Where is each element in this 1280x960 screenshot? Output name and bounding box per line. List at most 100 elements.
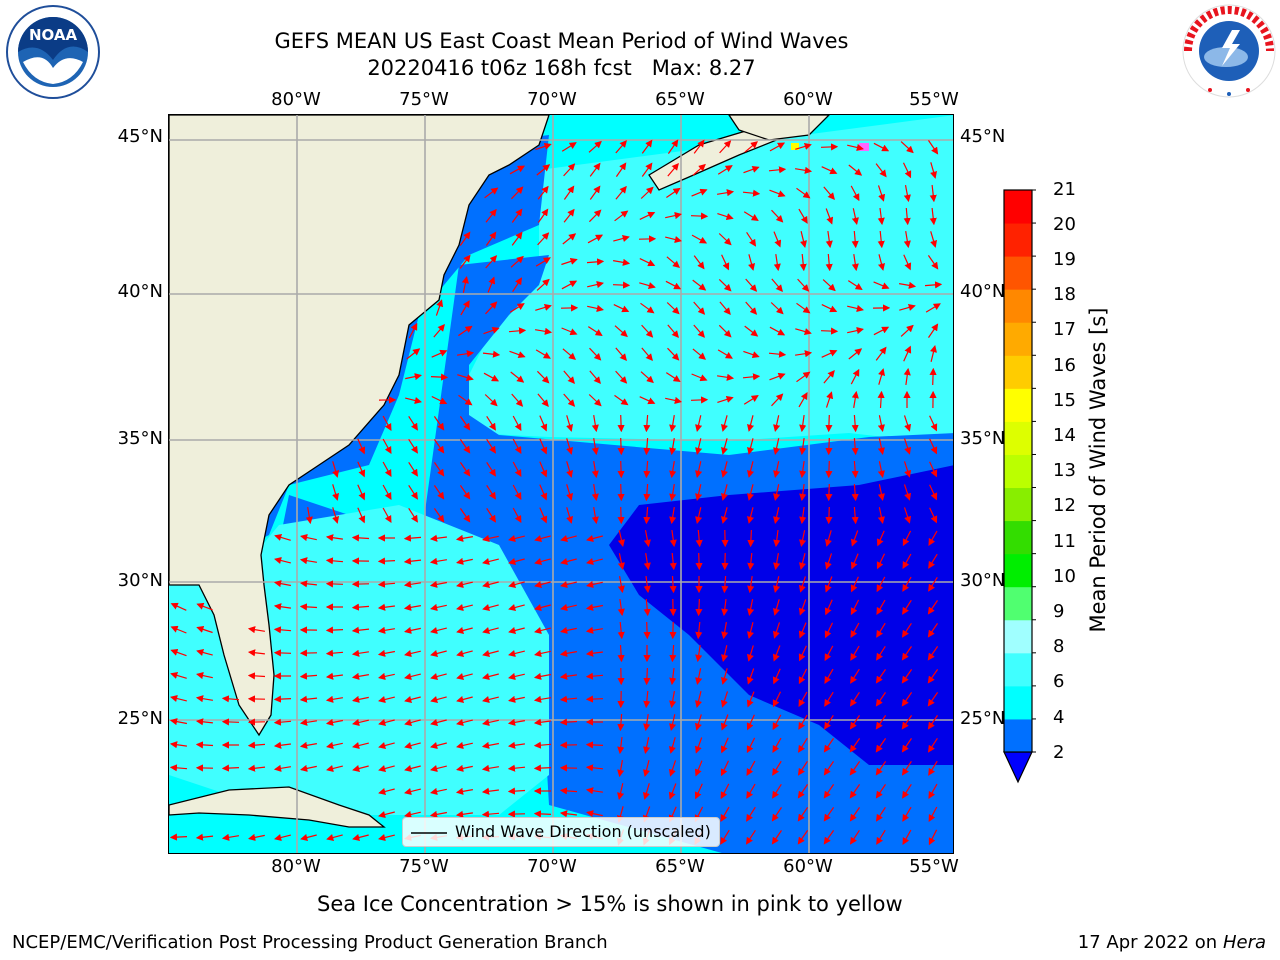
wind-arrow xyxy=(903,484,912,501)
wind-arrow xyxy=(694,714,702,731)
wind-arrow xyxy=(351,534,370,542)
wind-arrow xyxy=(456,764,473,772)
wind-arrow xyxy=(797,807,809,822)
wind-arrow xyxy=(300,834,317,841)
wind-arrow xyxy=(847,280,863,291)
wind-arrow xyxy=(669,530,677,548)
wind-arrow xyxy=(747,552,755,571)
wind-arrow xyxy=(486,507,496,523)
wind-arrow xyxy=(773,507,781,524)
lon-label-top-65w: 65°W xyxy=(655,89,705,110)
wind-arrow xyxy=(743,350,760,359)
wind-arrow xyxy=(559,649,578,657)
wind-arrow xyxy=(482,350,501,358)
wind-arrow xyxy=(743,395,759,405)
wind-arrow xyxy=(382,438,392,455)
lat-label-left-40n: 40°N xyxy=(117,281,163,302)
colorbar-segment xyxy=(1004,355,1032,389)
wind-arrow xyxy=(508,672,525,680)
wind-arrow xyxy=(382,507,392,524)
wind-arrow xyxy=(300,534,317,542)
wind-arrow xyxy=(430,764,447,772)
wind-arrow xyxy=(535,142,552,151)
wind-arrow xyxy=(378,695,395,703)
wind-arrow xyxy=(563,393,576,407)
wind-arrow xyxy=(431,395,448,405)
lat-label-right-40n: 40°N xyxy=(960,281,1006,302)
wind-arrow xyxy=(849,738,861,753)
wind-arrow xyxy=(536,164,551,176)
wind-arrow xyxy=(901,738,912,753)
wind-arrow xyxy=(823,186,835,201)
wind-arrow xyxy=(486,415,496,431)
wind-arrow xyxy=(484,394,498,407)
wind-arrow xyxy=(693,301,706,315)
wind-arrow xyxy=(928,783,938,799)
wind-arrow xyxy=(718,324,732,338)
wind-arrow xyxy=(559,810,577,818)
wind-arrow xyxy=(927,669,939,684)
wind-arrow xyxy=(403,580,421,588)
wind-arrow xyxy=(796,371,811,383)
wind-arrow xyxy=(719,301,731,316)
wind-arrow xyxy=(927,692,939,707)
wind-arrow xyxy=(772,714,782,731)
wind-arrow xyxy=(325,718,344,726)
wind-arrow xyxy=(667,162,679,177)
wind-arrow xyxy=(430,373,449,381)
wind-arrow xyxy=(562,348,577,360)
wind-arrow xyxy=(510,186,524,200)
wind-arrow xyxy=(507,787,526,795)
wind-arrow xyxy=(615,140,627,154)
wind-arrow xyxy=(533,764,552,772)
colorbar-segment xyxy=(1004,190,1032,224)
wind-arrow xyxy=(772,645,781,662)
wind-arrow xyxy=(903,438,912,455)
wind-arrow xyxy=(745,278,758,292)
wind-arrow xyxy=(588,140,602,153)
wind-arrow xyxy=(566,438,574,455)
wind-arrow xyxy=(221,718,240,726)
wind-arrow xyxy=(718,233,732,246)
wind-arrow xyxy=(273,741,291,749)
wind-arrow xyxy=(849,807,860,822)
lon-label-bottom-75w: 75°W xyxy=(399,856,449,877)
wind-arrow xyxy=(823,738,834,753)
wind-arrow xyxy=(560,558,577,565)
wind-arrow xyxy=(325,557,344,565)
wind-arrow xyxy=(693,255,705,270)
colorbar-segment xyxy=(1004,718,1032,753)
wind-arrow xyxy=(561,142,577,152)
colorbar-extend-triangle xyxy=(1003,751,1033,784)
wind-arrow xyxy=(617,483,625,502)
wind-arrow xyxy=(615,185,627,200)
colorbar-segment xyxy=(1004,586,1032,621)
wind-arrow xyxy=(591,484,599,502)
wind-arrow xyxy=(404,719,421,726)
wind-arrow xyxy=(326,834,343,841)
wind-arrow xyxy=(695,621,703,640)
wind-arrow xyxy=(195,718,213,726)
wind-arrow xyxy=(772,760,782,776)
wind-arrow xyxy=(799,438,807,456)
wind-arrow xyxy=(901,646,912,661)
land-newfoundland xyxy=(728,115,830,141)
wind-arrow xyxy=(824,622,834,639)
wind-arrow xyxy=(429,557,447,565)
colorbar-tick-8: 8 xyxy=(1053,636,1065,657)
wind-arrow xyxy=(591,461,599,479)
wind-arrow xyxy=(768,166,787,174)
wind-arrow xyxy=(720,691,729,708)
wind-arrow xyxy=(512,507,522,524)
colorbar-segment xyxy=(1004,289,1032,323)
wind-arrow xyxy=(902,829,912,846)
wind-arrow xyxy=(744,141,759,153)
wind-arrow xyxy=(798,576,806,593)
wind-arrow xyxy=(482,534,499,542)
lat-label-right-25n: 25°N xyxy=(960,708,1006,729)
wind-arrow xyxy=(693,139,705,154)
wind-arrow xyxy=(773,415,781,432)
wind-arrow xyxy=(617,783,625,800)
wind-arrow xyxy=(405,396,422,404)
wind-arrow xyxy=(823,807,835,822)
